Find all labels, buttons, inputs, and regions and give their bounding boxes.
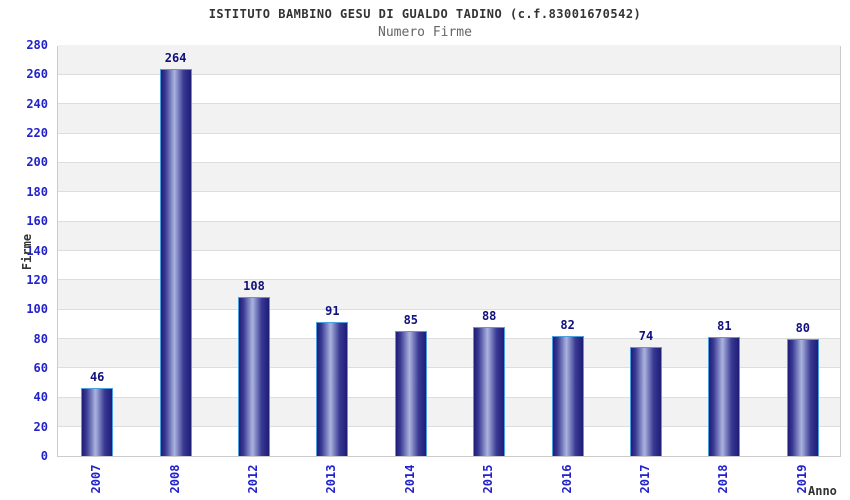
bar-2008 — [159, 68, 192, 456]
gridline — [58, 308, 840, 310]
y-tick-label: 120 — [26, 272, 48, 287]
gridline — [58, 338, 840, 340]
y-tick-label: 0 — [40, 449, 48, 463]
bar-value-label: 264 — [164, 50, 187, 65]
gridline — [58, 103, 840, 105]
y-tick-label: 20 — [33, 419, 48, 434]
x-tick-label: 2013 — [324, 464, 339, 494]
bar-value-label: 88 — [481, 308, 497, 323]
y-tick-label: 200 — [26, 155, 48, 170]
bar-2015 — [473, 326, 506, 456]
bar-value-label: 81 — [717, 319, 732, 334]
bar-value-label: 108 — [243, 279, 265, 294]
y-tick-label: 280 — [26, 38, 48, 52]
gridline — [58, 191, 840, 193]
chart-subtitle: Numero Firme — [378, 25, 472, 40]
x-tick-label: 2016 — [559, 464, 574, 494]
gridline — [58, 250, 840, 251]
y-tick-label: 60 — [33, 360, 48, 375]
y-tick-label: 160 — [26, 214, 48, 229]
y-tick-label: 180 — [26, 184, 48, 199]
bar-2018 — [708, 337, 741, 456]
y-tick-label: 240 — [26, 96, 48, 111]
bar-2014 — [394, 331, 427, 456]
bar-2013 — [316, 322, 349, 456]
x-tick-label: 2008 — [167, 464, 182, 494]
gridline — [58, 279, 840, 281]
x-tick-label: 2007 — [89, 464, 104, 494]
bar-2007 — [81, 388, 114, 456]
gridline — [58, 132, 840, 134]
gridline — [58, 73, 840, 75]
bar-2017 — [630, 347, 662, 456]
y-axis-label: Firme — [20, 233, 34, 270]
x-tick-label: 2014 — [402, 464, 417, 494]
bar-value-label: 85 — [403, 313, 419, 328]
gridline — [58, 396, 840, 398]
gridline — [58, 367, 840, 369]
chart-title: ISTITUTO BAMBINO GESU DI GUALDO TADINO (… — [208, 7, 642, 21]
y-tick-label: 140 — [26, 243, 48, 258]
x-tick-label: 2018 — [716, 464, 731, 494]
x-tick-label: 2017 — [638, 464, 652, 494]
bar-2012 — [238, 297, 270, 456]
bar-value-label: 91 — [325, 304, 340, 319]
y-tick-label: 80 — [33, 331, 48, 346]
gridline — [58, 161, 840, 163]
y-tick-label: 100 — [26, 302, 48, 317]
gridline — [58, 426, 840, 428]
x-tick-label: 2015 — [481, 464, 496, 494]
bar-value-label: 80 — [795, 320, 811, 335]
x-tick-label: 2012 — [246, 464, 260, 494]
y-tick-label: 220 — [26, 126, 48, 141]
bar-value-label: 46 — [89, 370, 105, 385]
plot-area: 46 264 108 91 85 88 82 74 81 80 — [57, 45, 841, 457]
bar-value-label: 82 — [560, 317, 575, 332]
y-tick-label: 40 — [33, 390, 48, 405]
bar-2016 — [551, 335, 584, 456]
bar-2019 — [786, 338, 819, 456]
y-tick-label: 260 — [26, 67, 48, 82]
gridline — [58, 220, 840, 222]
bar-value-label: 74 — [638, 329, 654, 344]
x-axis-label: Anno — [808, 484, 837, 498]
